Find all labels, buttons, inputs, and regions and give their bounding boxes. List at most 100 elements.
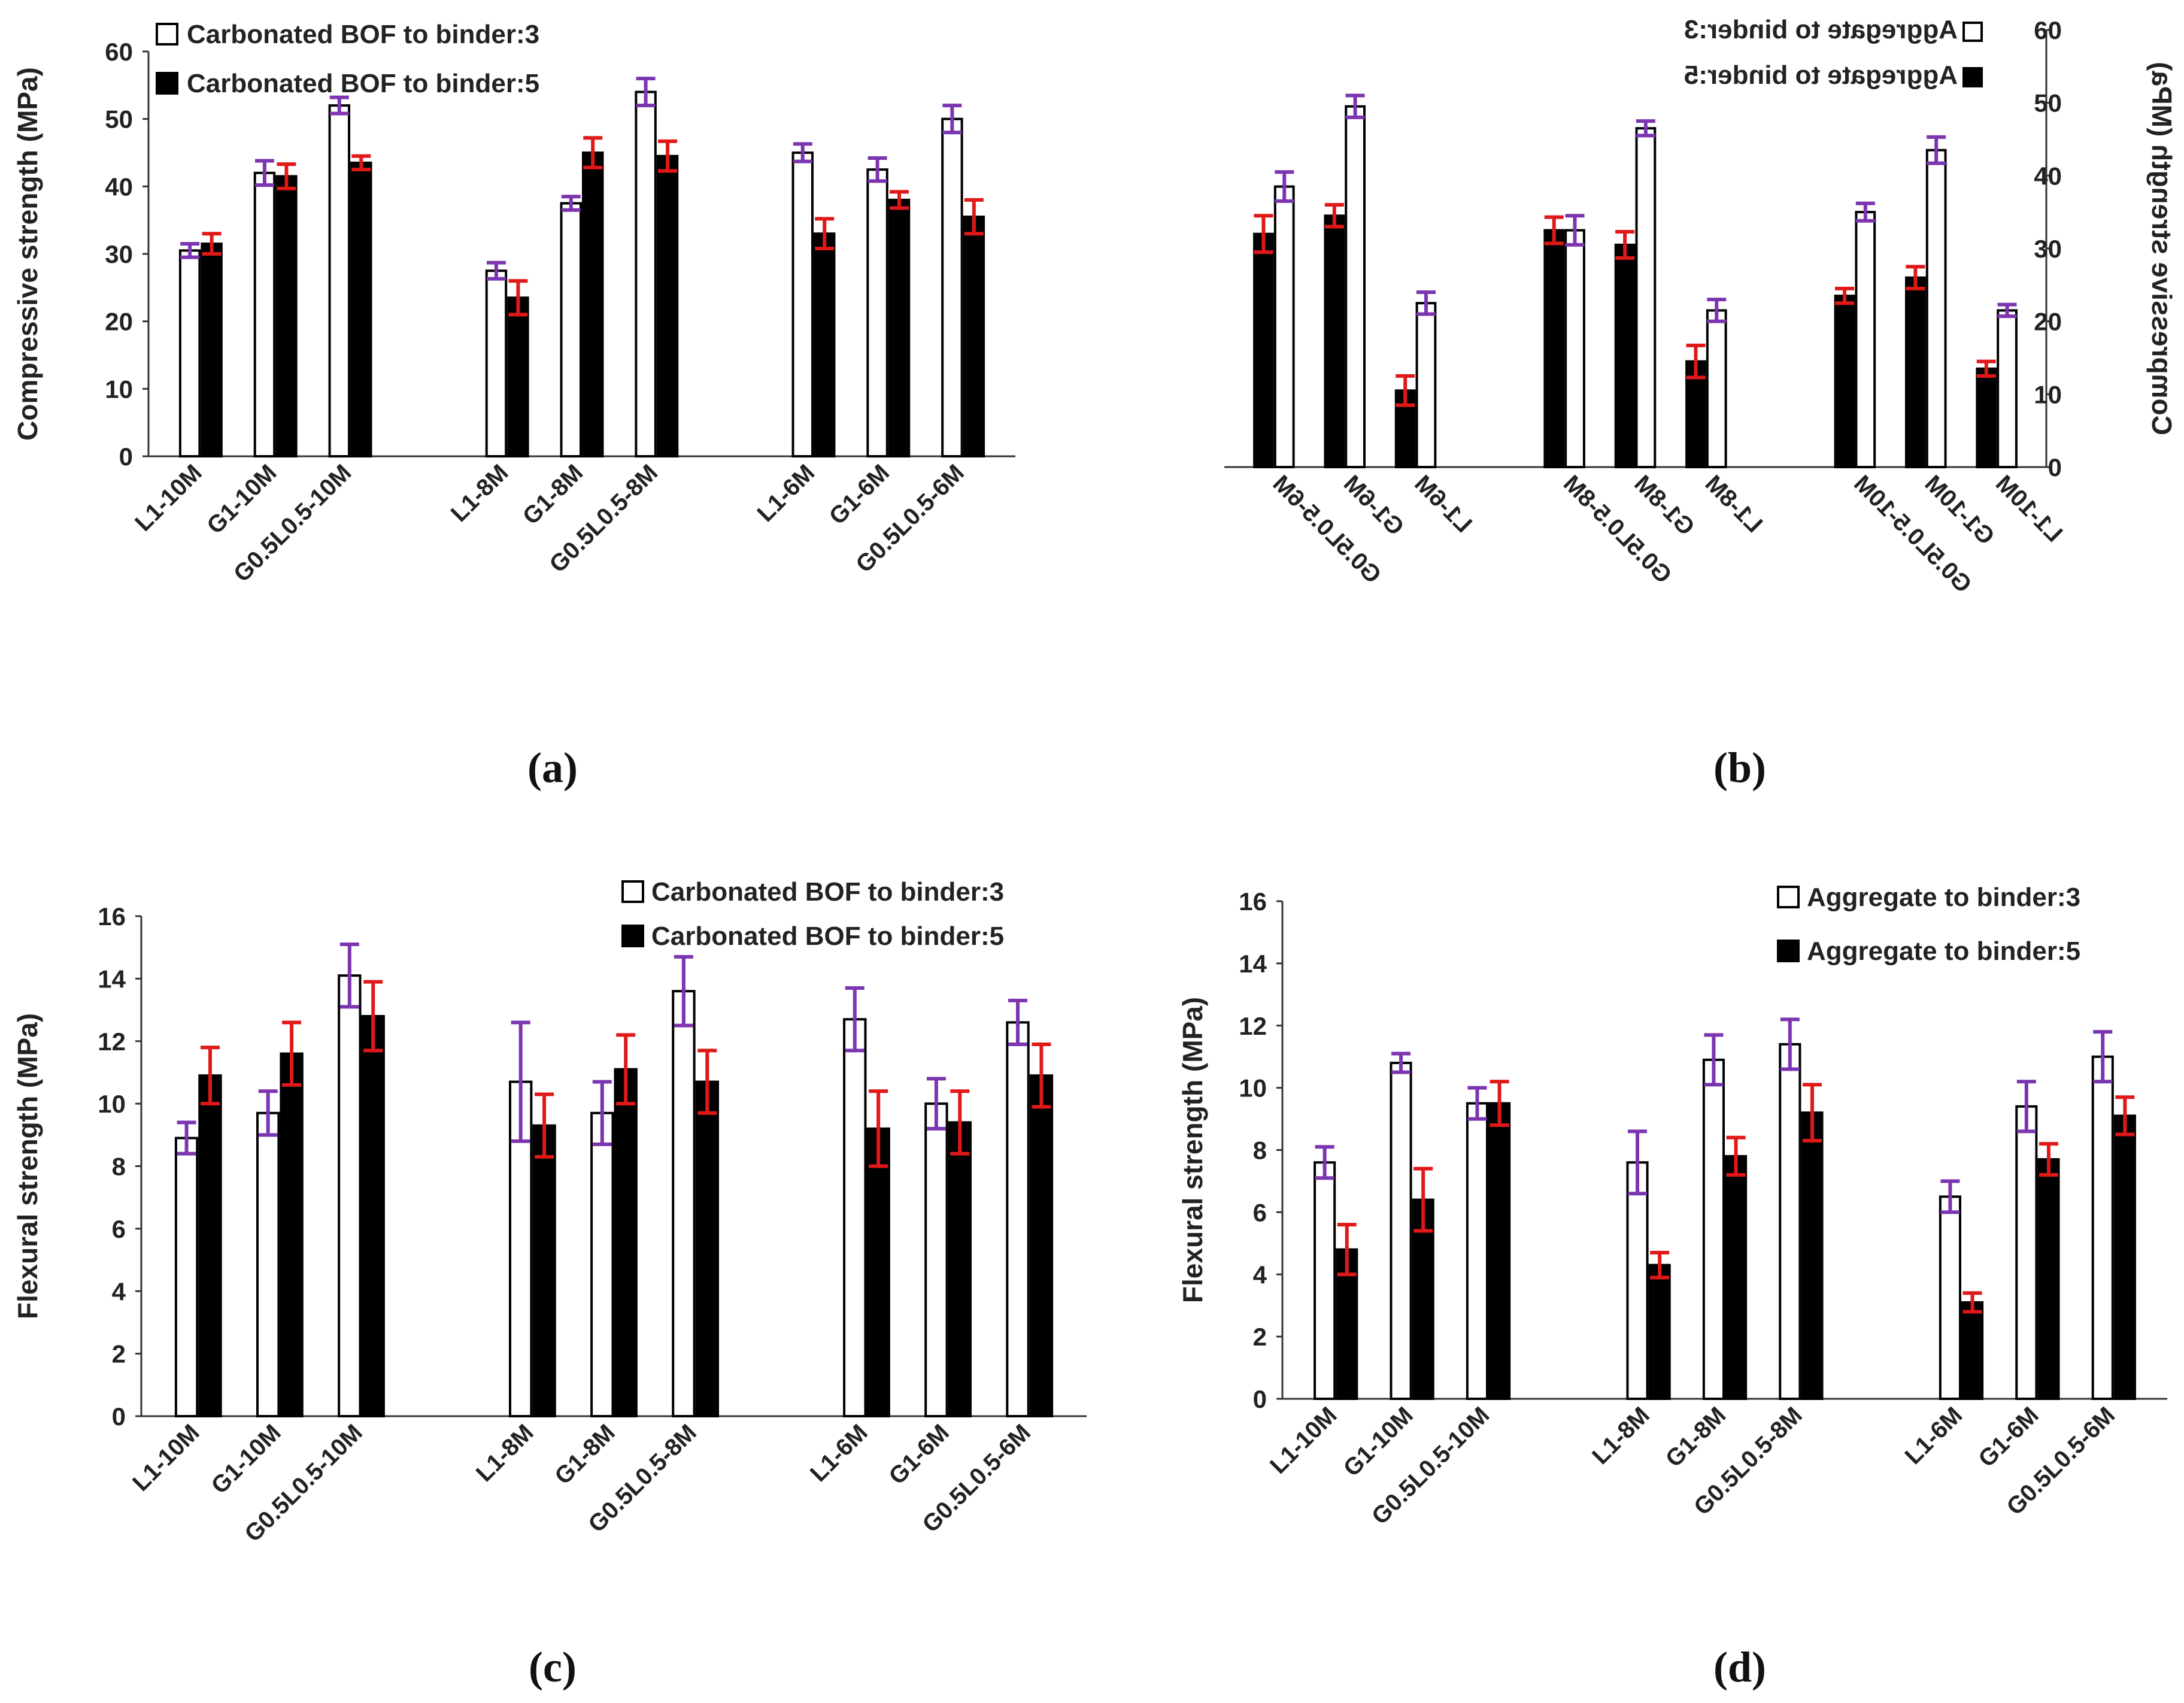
legend-swatch (156, 23, 178, 46)
bar-d-ratio3-L1-10M (1314, 1161, 1336, 1401)
bar-b-ratio5-G1-10M (1905, 276, 1926, 468)
panel-label: (c) (529, 1643, 577, 1691)
bar-c-ratio3-L1-6M (843, 1018, 867, 1417)
y-tick-label: 6 (112, 1215, 126, 1243)
x-tick-label-L1-6M: L1-6M (1409, 470, 1477, 538)
bar-b-ratio3-G1-10M (1925, 149, 1947, 468)
x-tick-label-L1-6M: L1-6M (752, 459, 820, 527)
y-axis-title: Compressive strength (MPa) (2146, 62, 2177, 435)
bar-b-ratio3-L1-8M (1706, 309, 1727, 469)
legend-swatch (156, 72, 178, 95)
bar-a-ratio3-G0.5L0.5-10M (328, 104, 351, 457)
legend-entry-label: Carbonated BOF to binder:3 (187, 20, 539, 49)
bar-b-ratio3-L1-10M (1997, 309, 2018, 469)
bar-a-ratio3-G1-8M (560, 202, 582, 457)
bar-d-ratio3-G0.5L0.5-6M (2091, 1055, 2114, 1400)
y-tick-label: 10 (2034, 380, 2062, 408)
x-tick-label-L1-8M: L1-8M (471, 1419, 539, 1487)
bar-a-ratio5-L1-10M (201, 243, 223, 457)
bar-c-ratio5-L1-10M (198, 1074, 222, 1417)
y-tick-label: 2 (112, 1340, 126, 1368)
bar-c-ratio3-G0.5L0.5-10M (338, 974, 362, 1417)
y-tick-label: 10 (98, 1090, 126, 1118)
bar-a-ratio5-G1-6M (888, 198, 911, 457)
x-tick-label-G1-6M: G1-6M (824, 459, 895, 530)
x-tick-label-G1-8M: G1-8M (1629, 470, 1700, 541)
y-tick-label: 14 (98, 965, 126, 993)
y-tick-label: 0 (2048, 453, 2062, 481)
panel-label: (b) (1713, 744, 1766, 792)
bar-a-ratio3-G1-10M (253, 171, 276, 457)
bar-b-ratio5-G1-8M (1614, 243, 1636, 468)
bar-a-ratio5-G0.5L0.5-8M (656, 154, 679, 457)
bar-d-ratio5-L1-8M (1648, 1263, 1671, 1400)
y-tick-label: 4 (112, 1277, 126, 1305)
y-axis-title: Flexural strength (MPa) (12, 1013, 43, 1319)
bar-d-ratio5-L1-6M (1961, 1301, 1984, 1400)
bar-a-ratio3-G0.5L0.5-6M (941, 117, 963, 457)
x-tick-label-L1-10M: L1-10M (1991, 470, 2068, 547)
bar-a-ratio3-L1-8M (485, 269, 508, 457)
bar-d-ratio3-G0.5L0.5-10M (1466, 1102, 1489, 1400)
bar-d-ratio3-G1-6M (2015, 1105, 2038, 1400)
y-tick-label: 40 (2034, 162, 2062, 190)
y-axis-title: Compressive strength (MPa) (12, 67, 43, 441)
legend-swatch (621, 925, 644, 947)
legend-swatch (1962, 67, 1983, 87)
y-tick-label: 8 (112, 1153, 126, 1181)
legend-entry-label: Aggregate to binder:5 (1684, 60, 1958, 90)
bar-d-ratio5-G1-6M (2037, 1158, 2060, 1401)
bar-d-ratio3-G0.5L0.5-8M (1779, 1043, 1801, 1400)
y-tick-label: 12 (98, 1028, 126, 1056)
bar-a-ratio5-G1-10M (275, 175, 298, 457)
bar-c-ratio3-G1-8M (590, 1111, 614, 1417)
x-tick-label-G1-8M: G1-8M (1661, 1402, 1731, 1472)
x-tick-label-L1-10M: L1-10M (1265, 1402, 1342, 1479)
bar-d-ratio3-G1-8M (1702, 1058, 1725, 1400)
legend-swatch (1777, 886, 1800, 908)
bar-c-ratio3-L1-10M (174, 1137, 199, 1417)
x-tick-label-L1-8M: L1-8M (446, 459, 514, 527)
bar-a-ratio3-G0.5L0.5-8M (635, 90, 657, 458)
bar-d-ratio5-G0.5L0.5-8M (1801, 1111, 1824, 1401)
y-tick-label: 20 (105, 308, 133, 336)
y-tick-label: 30 (2034, 235, 2062, 263)
y-tick-label: 12 (1239, 1012, 1267, 1040)
bar-a-ratio3-L1-10M (178, 249, 201, 457)
x-tick-label-G1-8M: G1-8M (550, 1419, 620, 1490)
legend: Aggregate to binder:3 Aggregate to binder… (1777, 883, 2080, 966)
legend: Aggregate to binder:3 Aggregate to binder… (1684, 15, 1983, 90)
bar-b-ratio5-G0.5L0.5-10M (1834, 295, 1855, 468)
panel-label: (a) (527, 744, 578, 792)
bar-a-ratio5-L1-8M (507, 296, 529, 457)
legend: Carbonated BOF to binder:3 Carbonated BOF… (621, 877, 1004, 951)
bar-c-ratio3-G1-6M (924, 1102, 948, 1417)
y-tick-label: 6 (1253, 1198, 1267, 1226)
bar-c-ratio5-G1-8M (614, 1068, 638, 1417)
bar-c-ratio3-G0.5L0.5-8M (672, 990, 696, 1417)
y-tick-label: 20 (2034, 308, 2062, 336)
bar-b-ratio3-G0.5L0.5-8M (1564, 229, 1585, 468)
legend-entry-label: Carbonated BOF to binder:5 (187, 69, 539, 98)
legend-entry-label: Carbonated BOF to binder:3 (651, 877, 1004, 907)
legend: Carbonated BOF to binder:3 Carbonated BOF… (156, 20, 539, 98)
bar-c-ratio5-G0.5L0.5-10M (361, 1015, 385, 1417)
y-tick-label: 0 (1253, 1385, 1267, 1413)
x-tick-label-L1-10M: L1-10M (128, 1419, 205, 1496)
legend-entry-label: Aggregate to binder:3 (1684, 15, 1958, 44)
bar-c-ratio3-G0.5L0.5-6M (1006, 1021, 1030, 1417)
y-tick-label: 60 (105, 38, 133, 66)
bar-b-ratio3-G1-6M (1345, 105, 1366, 468)
bar-c-ratio5-G0.5L0.5-8M (695, 1080, 720, 1417)
bar-d-ratio3-L1-8M (1626, 1161, 1649, 1401)
y-tick-label: 10 (105, 375, 133, 403)
x-tick-label-G1-10M: G1-10M (206, 1419, 286, 1499)
x-tick-label-G1-8M: G1-8M (518, 459, 589, 530)
legend-swatch (621, 880, 644, 903)
bar-c-ratio5-G1-10M (280, 1052, 304, 1417)
